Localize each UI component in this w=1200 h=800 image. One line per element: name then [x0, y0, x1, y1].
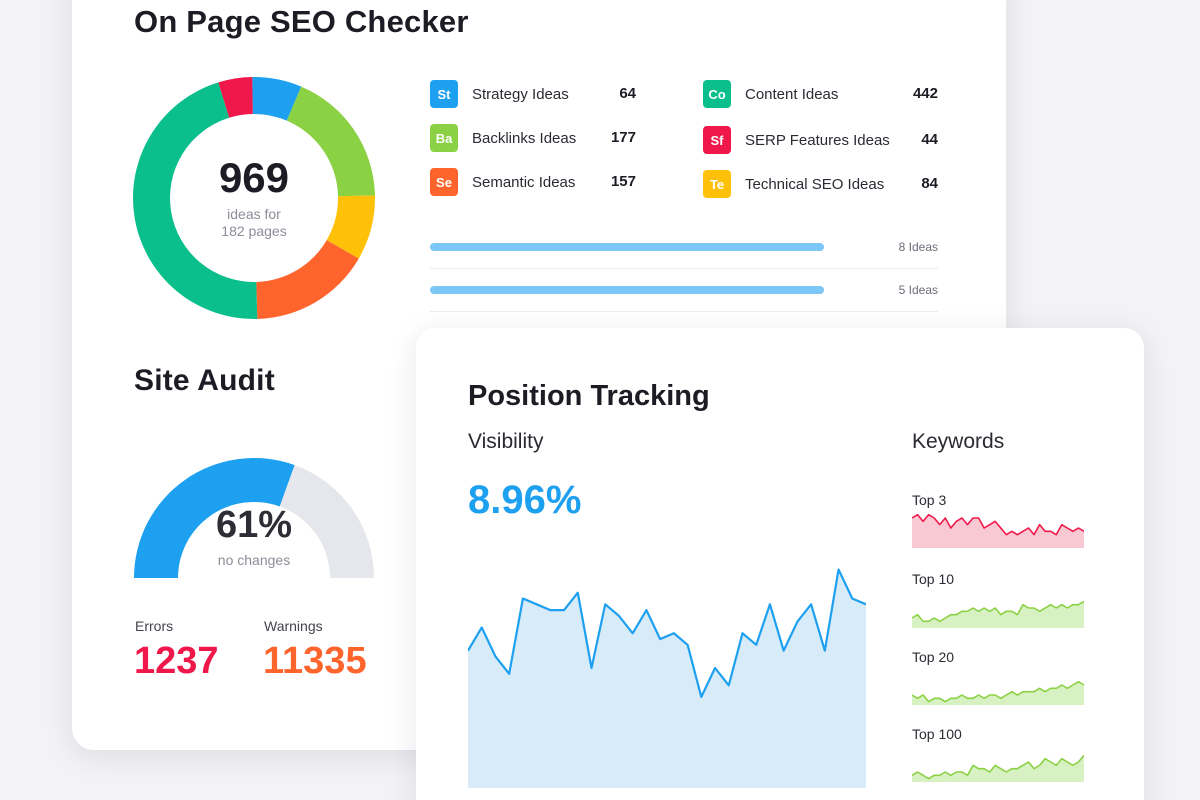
- total-ideas-count: 969: [218, 154, 290, 201]
- caption-line-2: 182 pages: [221, 223, 287, 239]
- visibility-label: Visibility: [468, 430, 544, 453]
- sparkline-line: [912, 513, 1084, 536]
- technical-seo-badge: Te: [703, 170, 731, 198]
- site-health-status: no changes: [217, 552, 291, 568]
- legend-label: SERP Features Ideas: [745, 131, 890, 149]
- top3-sparkline: [912, 513, 1084, 548]
- legend-value: 44: [921, 131, 938, 148]
- donut-segment-semantic-ideas: [256, 240, 359, 319]
- total-ideas-caption: ideas for 182 pages: [132, 206, 376, 240]
- donut-segment-strategy-ideas: [252, 77, 302, 121]
- sparkline-line: [912, 600, 1084, 623]
- legend-semantic[interactable]: Se Semantic Ideas: [430, 168, 575, 196]
- legend-label: Strategy Ideas: [472, 85, 569, 103]
- errors-value[interactable]: 1237: [134, 640, 219, 682]
- strategy-badge: St: [430, 80, 458, 108]
- serp-features-badge: Sf: [703, 126, 731, 154]
- sparkline-area: [912, 755, 1084, 782]
- legend-value: 64: [619, 85, 636, 102]
- top20-sparkline: [912, 680, 1084, 705]
- ideas-donut-chart: [133, 77, 375, 320]
- legend-content[interactable]: Co Content Ideas: [703, 80, 838, 108]
- visibility-line: [468, 568, 866, 699]
- keyword-group-label: Top 20: [912, 649, 955, 665]
- row-divider: [430, 268, 938, 269]
- visibility-chart: [468, 568, 866, 788]
- donut-segment-serp-features-ideas: [218, 77, 253, 118]
- legend-value: 177: [610, 129, 636, 146]
- ideas-progress-text: 8 Ideas: [898, 240, 938, 254]
- legend-backlinks[interactable]: Ba Backlinks Ideas: [430, 124, 576, 152]
- row-divider: [430, 311, 938, 312]
- content-badge: Co: [703, 80, 731, 108]
- sparkline-area: [912, 681, 1084, 705]
- sparkline-line: [912, 754, 1084, 780]
- site-audit-title: Site Audit: [134, 364, 275, 397]
- legend-strategy[interactable]: St Strategy Ideas: [430, 80, 569, 108]
- sparkline-area: [912, 601, 1084, 628]
- legend-value: 442: [912, 85, 938, 102]
- keyword-group-label: Top 3: [912, 492, 947, 508]
- ideas-progress-bar: [430, 243, 824, 251]
- legend-value: 84: [921, 175, 938, 192]
- legend-label: Semantic Ideas: [472, 173, 576, 191]
- legend-label: Technical SEO Ideas: [745, 175, 885, 193]
- position-tracking-title: Position Tracking: [468, 380, 710, 412]
- caption-line-1: ideas for: [227, 206, 281, 222]
- onpage-title: On Page SEO Checker: [134, 4, 469, 39]
- visibility-value: 8.96%: [468, 478, 582, 522]
- site-health-gauge: [134, 458, 374, 578]
- legend-technical-seo[interactable]: Te Technical SEO Ideas: [703, 170, 884, 198]
- sparkline-line: [912, 680, 1084, 703]
- top100-sparkline: [912, 754, 1084, 782]
- visibility-area: [468, 569, 866, 788]
- top10-sparkline: [912, 600, 1084, 628]
- gauge-fill: [134, 458, 295, 578]
- legend-label: Content Ideas: [745, 85, 839, 103]
- donut-segment-backlinks-ideas: [286, 86, 375, 197]
- keywords-label: Keywords: [912, 430, 1005, 453]
- errors-label: Errors: [135, 618, 174, 634]
- warnings-value[interactable]: 11335: [263, 640, 367, 682]
- legend-value: 157: [610, 173, 636, 190]
- site-health-percent: 61%: [215, 504, 293, 546]
- donut-segment-content-ideas: [133, 82, 258, 320]
- warnings-label: Warnings: [264, 618, 323, 634]
- keyword-group-label: Top 100: [912, 726, 962, 742]
- ideas-progress-bar: [430, 286, 824, 294]
- legend-label: Backlinks Ideas: [472, 129, 577, 147]
- backlinks-badge: Ba: [430, 124, 458, 152]
- donut-segment-technical-seo-ideas: [326, 195, 375, 259]
- gauge-track: [279, 465, 374, 578]
- keyword-group-label: Top 10: [912, 571, 955, 587]
- semantic-badge: Se: [430, 168, 458, 196]
- ideas-progress-text: 5 Ideas: [898, 283, 938, 297]
- legend-serp-features[interactable]: Sf SERP Features Ideas: [703, 126, 890, 154]
